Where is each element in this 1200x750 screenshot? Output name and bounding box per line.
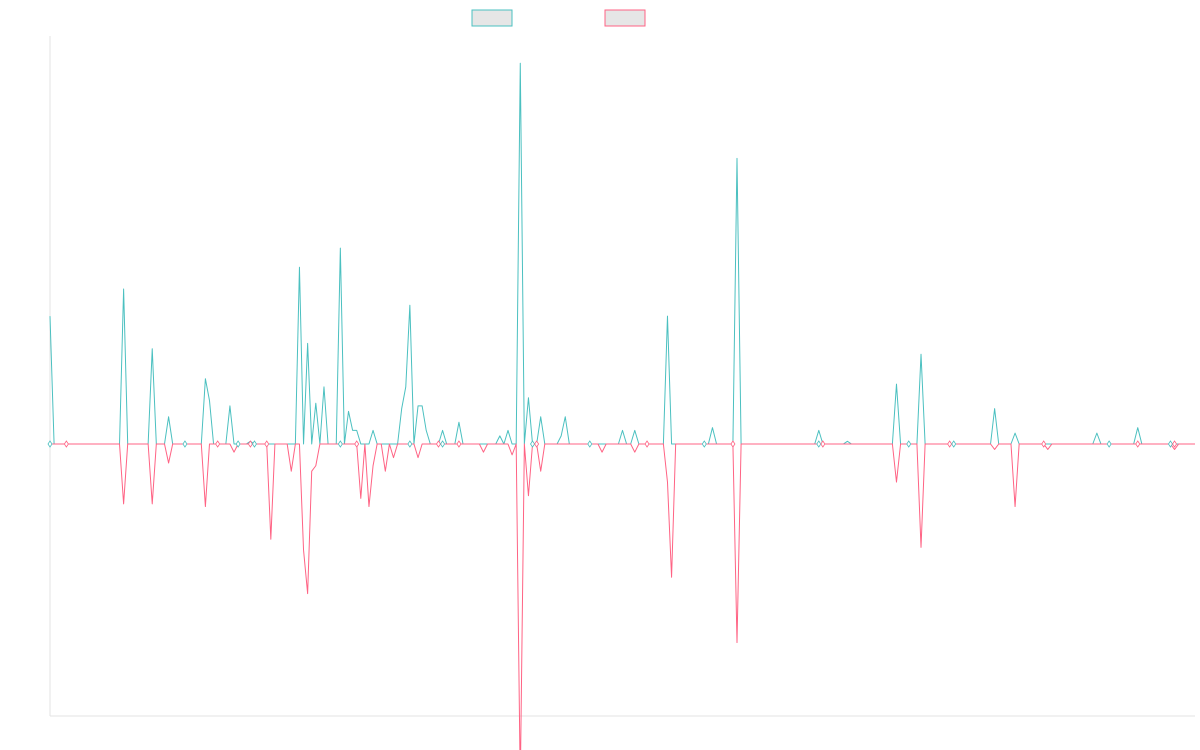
series-line-1 [49, 62, 1195, 445]
data-point-marker[interactable] [407, 440, 413, 448]
data-point-marker[interactable] [440, 440, 446, 448]
legend-swatch-series-1[interactable] [471, 9, 513, 27]
data-point-marker[interactable] [1172, 440, 1178, 448]
plot-area [47, 62, 1195, 750]
data-point-marker[interactable] [456, 440, 462, 448]
data-point-marker[interactable] [1041, 440, 1047, 448]
data-point-marker[interactable] [182, 440, 188, 448]
data-point-marker[interactable] [816, 440, 822, 448]
data-point-marker[interactable] [235, 440, 241, 448]
data-point-marker[interactable] [1106, 440, 1112, 448]
data-point-marker[interactable] [701, 440, 707, 448]
data-point-marker[interactable] [215, 440, 221, 448]
data-point-marker[interactable] [534, 440, 540, 448]
data-point-marker[interactable] [247, 440, 253, 448]
legend [471, 9, 646, 27]
data-point-marker[interactable] [63, 440, 69, 448]
data-point-marker[interactable] [354, 440, 360, 448]
data-point-marker[interactable] [1167, 440, 1173, 448]
data-point-marker[interactable] [337, 440, 343, 448]
axes [49, 36, 1195, 717]
data-point-marker[interactable] [1135, 440, 1141, 448]
data-point-marker[interactable] [730, 440, 736, 448]
data-point-marker[interactable] [251, 440, 257, 448]
data-point-marker[interactable] [820, 440, 826, 448]
data-point-marker[interactable] [644, 440, 650, 448]
series-line-2 [50, 443, 1195, 750]
data-point-marker[interactable] [436, 440, 441, 448]
data-point-marker[interactable] [587, 440, 593, 448]
data-point-marker[interactable] [951, 440, 957, 448]
legend-swatch-series-2[interactable] [604, 9, 646, 27]
data-point-marker[interactable] [906, 440, 912, 448]
data-point-marker[interactable] [47, 440, 53, 448]
data-point-marker[interactable] [264, 440, 270, 448]
data-point-marker[interactable] [947, 440, 953, 448]
data-point-marker[interactable] [530, 440, 536, 448]
